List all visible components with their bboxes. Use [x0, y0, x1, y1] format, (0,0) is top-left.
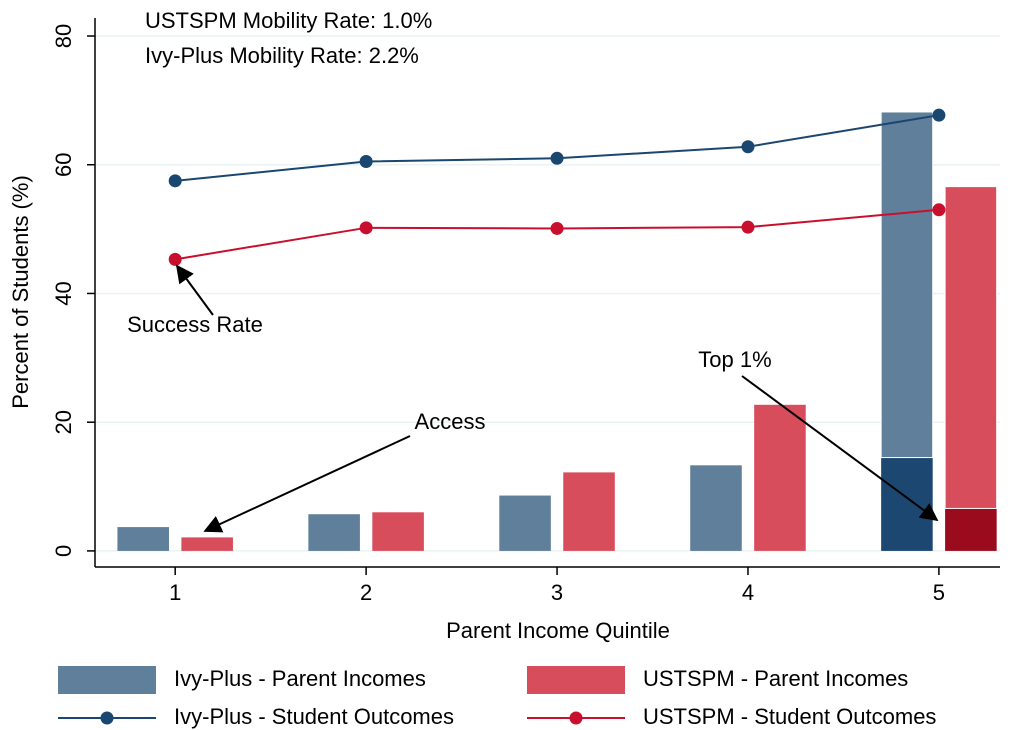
bar — [690, 465, 742, 551]
legend-swatch — [527, 666, 625, 694]
line-marker — [741, 140, 755, 154]
legend-label: Ivy-Plus - Parent Incomes — [174, 666, 426, 691]
annotation-arrow — [203, 435, 411, 533]
y-tick-label: 0 — [51, 545, 76, 557]
bar-top1 — [945, 508, 997, 551]
line-marker — [168, 252, 182, 266]
legend-label: USTSPM - Parent Incomes — [643, 666, 908, 691]
line-marker — [359, 221, 373, 235]
annotation: USTSPM Mobility Rate: 1.0% — [145, 8, 432, 33]
y-tick-label: 20 — [51, 410, 76, 434]
line-marker — [932, 108, 946, 122]
line-marker — [550, 151, 564, 165]
line-marker — [741, 220, 755, 234]
x-tick-label: 3 — [551, 580, 563, 605]
x-tick-label: 1 — [169, 580, 181, 605]
bar-top1 — [881, 457, 933, 551]
annotation-arrow — [741, 375, 939, 522]
y-tick-label: 40 — [51, 281, 76, 305]
x-tick-label: 5 — [933, 580, 945, 605]
x-tick-label: 4 — [742, 580, 754, 605]
annotation: Top 1% — [698, 347, 771, 372]
legend-swatch — [58, 666, 156, 694]
bar — [117, 527, 169, 551]
line-marker — [168, 174, 182, 188]
line-marker — [359, 155, 373, 169]
bar — [181, 537, 233, 551]
bar — [308, 514, 360, 551]
legend-marker — [569, 711, 583, 725]
line — [175, 114, 940, 182]
line-marker — [932, 203, 946, 217]
annotation-arrow — [175, 264, 214, 316]
x-tick-label: 2 — [360, 580, 372, 605]
y-tick-label: 60 — [51, 153, 76, 177]
x-axis-title: Parent Income Quintile — [446, 618, 670, 643]
bar — [499, 495, 551, 551]
bar — [880, 111, 934, 459]
bar — [754, 404, 806, 551]
legend-marker — [100, 711, 114, 725]
legend-label: Ivy-Plus - Student Outcomes — [174, 704, 454, 729]
bar — [563, 472, 615, 551]
y-axis-title: Percent of Students (%) — [8, 175, 33, 409]
bar — [372, 512, 424, 551]
bar — [944, 186, 998, 509]
annotation: Ivy-Plus Mobility Rate: 2.2% — [145, 43, 419, 68]
annotation: Access — [415, 409, 486, 434]
legend-label: USTSPM - Student Outcomes — [643, 704, 936, 729]
y-tick-label: 80 — [51, 24, 76, 48]
annotation: Success Rate — [127, 312, 263, 337]
line-marker — [550, 221, 564, 235]
